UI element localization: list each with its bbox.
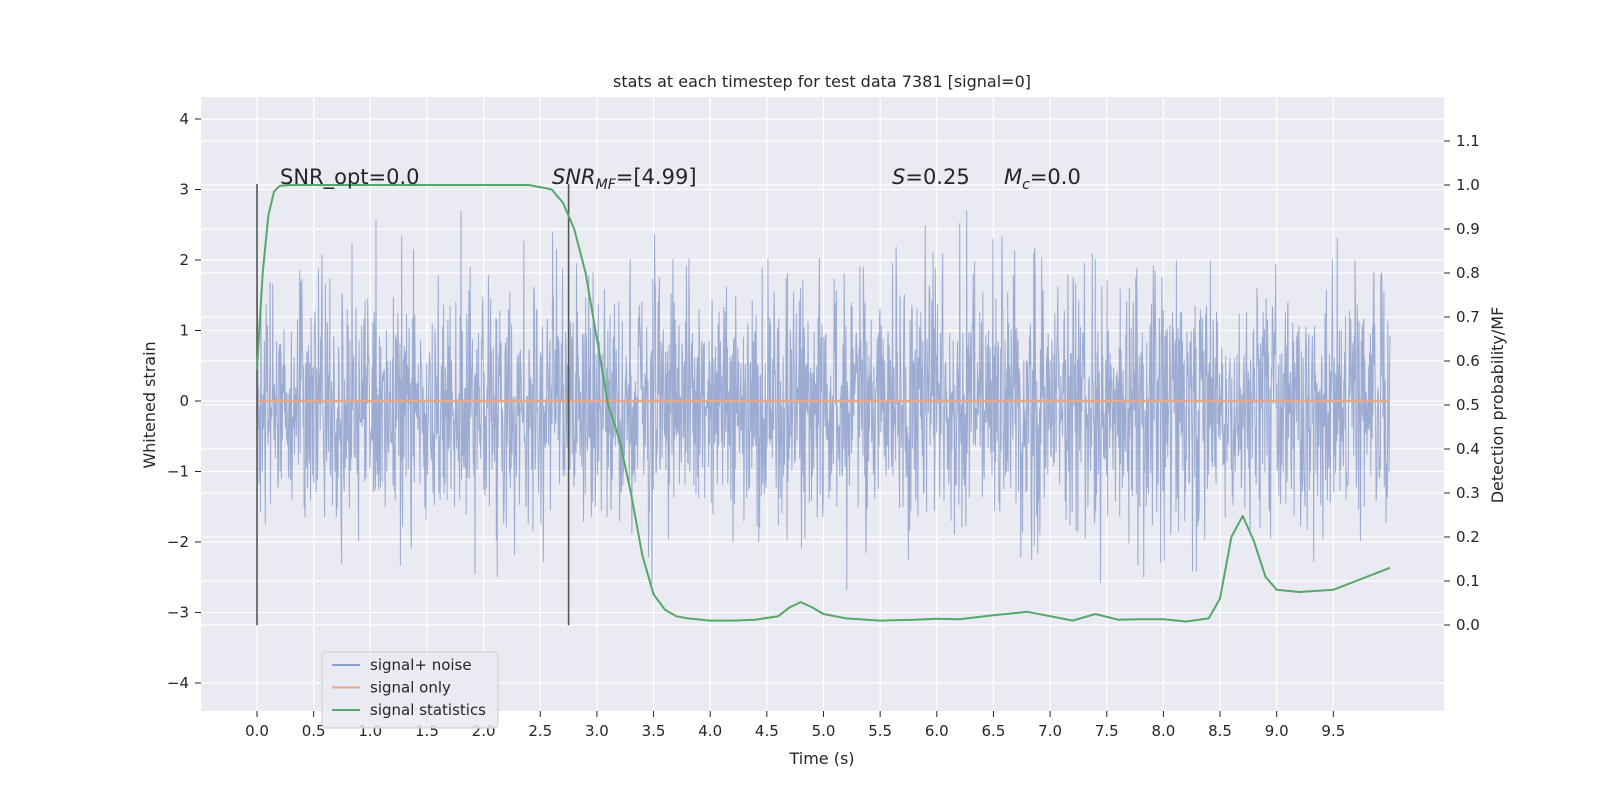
y-axis-title: Whitened strain	[140, 341, 159, 468]
y-tick-label: 4	[179, 110, 189, 128]
x-tick-label: 5.0	[812, 722, 836, 740]
y-right-tick-label: 0.6	[1456, 352, 1480, 370]
mc-annotation: Mc=0.0	[1004, 165, 1081, 193]
y-right-tick-label: 0.7	[1456, 308, 1480, 326]
x-tick-label: 7.5	[1095, 722, 1119, 740]
chart-title: stats at each timestep for test data 738…	[613, 72, 1031, 91]
y-right-axis-title: Detection probability/MF	[1488, 307, 1507, 504]
legend-entry: signal only	[370, 679, 451, 697]
y-right-tick-label: 0.5	[1456, 396, 1480, 414]
x-tick-label: 7.0	[1038, 722, 1062, 740]
x-tick-label: 5.5	[868, 722, 892, 740]
y-tick-label: −3	[167, 604, 189, 622]
y-tick-label: 1	[179, 322, 189, 340]
legend-box	[321, 651, 499, 729]
y-tick-label: 0	[179, 392, 189, 410]
x-tick-label: 6.5	[982, 722, 1006, 740]
y-right-tick-label: 0.0	[1456, 616, 1480, 634]
y-right-tick-label: 0.8	[1456, 264, 1480, 282]
y-right-tick-label: 1.1	[1456, 132, 1480, 150]
x-tick-label: 4.5	[755, 722, 779, 740]
legend: signal+ noise signal only signal statistic…	[321, 651, 499, 729]
x-tick-label: 2.5	[528, 722, 552, 740]
x-tick-label: 3.5	[642, 722, 666, 740]
series-layer	[256, 183, 1391, 626]
snr-mf-symbol: SNR	[552, 165, 596, 189]
mc-value: =0.0	[1030, 165, 1081, 189]
x-tick-label: 0.0	[245, 722, 269, 740]
legend-entry: signal+ noise	[370, 656, 472, 674]
axes-layer: 0.0 0.5 1.0 1.5 2.0 2.5 3.0 3.5 4.0 4.5 5.0 5.5 6.0 6…	[167, 110, 1480, 740]
s-symbol: S	[892, 165, 905, 189]
y-right-tick-label: 0.2	[1456, 528, 1480, 546]
y-right-tick-label: 1.0	[1456, 176, 1480, 194]
y-tick-label: 3	[179, 181, 189, 199]
x-tick-label: 0.5	[302, 722, 326, 740]
series-signal-statistics	[256, 184, 1391, 623]
y-tick-label: −2	[167, 533, 189, 551]
x-tick-label: 4.0	[698, 722, 722, 740]
series-signal-noise	[256, 210, 1391, 591]
snr-mf-annotation: SNRMF=[4.99]	[552, 165, 697, 193]
x-axis-title: Time (s)	[788, 749, 854, 768]
x-tick-label: 9.0	[1265, 722, 1289, 740]
s-value: =0.25	[905, 165, 969, 189]
snr-opt-annotation: SNR_opt=0.0	[280, 165, 420, 190]
mc-subscript: c	[1022, 177, 1030, 193]
legend-entry: signal statistics	[370, 701, 486, 719]
x-tick-label: 6.0	[925, 722, 949, 740]
x-tick-label: 9.5	[1321, 722, 1345, 740]
y-tick-label: 2	[179, 251, 189, 269]
y-tick-label: −4	[167, 674, 189, 692]
y-right-tick-label: 0.9	[1456, 220, 1480, 238]
x-tick-label: 3.0	[585, 722, 609, 740]
snr-mf-value: =[4.99]	[616, 165, 697, 189]
mc-symbol: M	[1004, 165, 1022, 189]
x-tick-label: 8.5	[1208, 722, 1232, 740]
y-tick-label: −1	[167, 463, 189, 481]
y-right-tick-label: 0.1	[1456, 572, 1480, 590]
s-annotation: S=0.25	[892, 165, 970, 189]
x-tick-label: 8.0	[1151, 722, 1175, 740]
y-right-tick-label: 0.3	[1456, 484, 1480, 502]
y-right-tick-label: 0.4	[1456, 440, 1480, 458]
snr-mf-subscript: MF	[596, 177, 617, 193]
